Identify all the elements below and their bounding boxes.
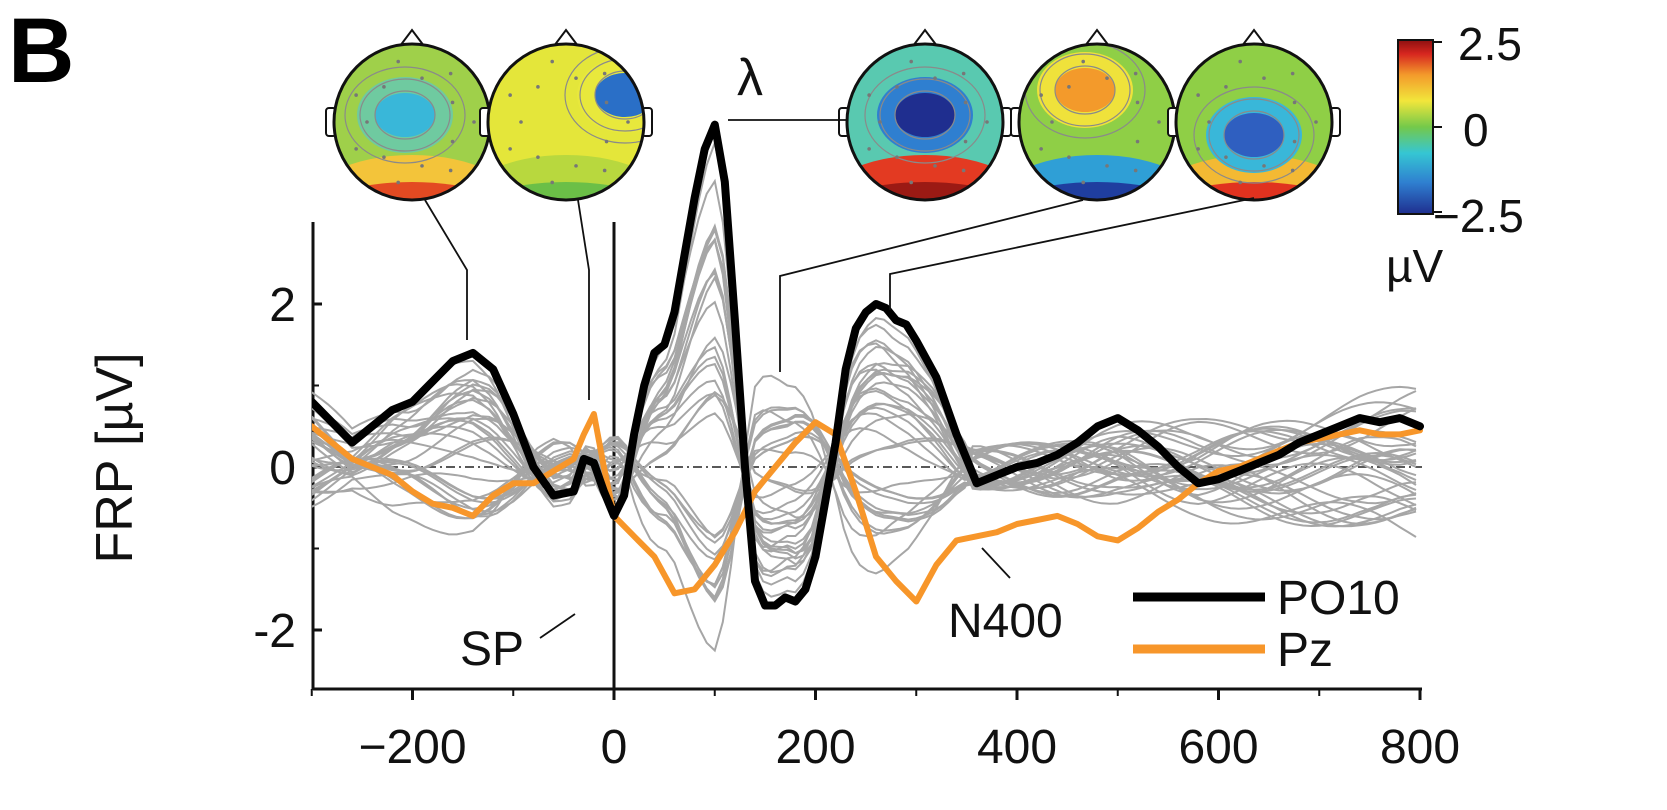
gray-trace <box>312 178 1417 598</box>
head-outline <box>486 42 646 202</box>
gray-trace <box>312 223 1417 553</box>
gray-trace <box>312 393 1417 495</box>
colorbar: 2.5 0 −2.5 µV <box>1386 18 1524 292</box>
series-line-pz <box>312 411 1423 605</box>
leader-topomap-2 <box>577 199 590 400</box>
series-line-po10 <box>312 120 1424 610</box>
axes <box>311 222 1422 691</box>
gray-trace <box>312 225 1417 566</box>
nose-shape <box>912 28 938 47</box>
annotation-leaders <box>424 119 1255 639</box>
annotation-n400: N400 <box>948 595 1063 648</box>
topomap-3 <box>838 28 1012 202</box>
legend-label-pz: Pz <box>1277 624 1333 677</box>
legend: PO10 Pz <box>1133 572 1400 677</box>
topomap-1 <box>325 28 499 202</box>
gray-trace <box>312 407 1417 603</box>
gray-trace <box>312 345 1417 534</box>
annotation-lambda: λ <box>737 49 763 107</box>
y-tick-label: -2 <box>253 605 296 658</box>
leader-topomap-1 <box>424 199 468 340</box>
background-electrode-traces <box>312 139 1417 653</box>
x-tick-label: 400 <box>977 721 1057 774</box>
gray-trace <box>312 238 1417 578</box>
y-ticks: 2 0 -2 <box>253 279 322 658</box>
leader-topomap-4 <box>779 199 1084 372</box>
head-outline <box>845 42 1005 202</box>
nose-shape <box>1084 28 1110 47</box>
topomap-4 <box>1010 28 1184 202</box>
colorbar-unit: µV <box>1386 240 1444 292</box>
gray-trace <box>312 385 1417 515</box>
panel-letter: B <box>8 0 74 102</box>
x-tick-label: 800 <box>1380 721 1460 774</box>
x-tick-label: 200 <box>775 721 855 774</box>
topomap-field <box>488 44 644 200</box>
nose-shape <box>1241 28 1267 47</box>
topomap-2 <box>479 28 653 202</box>
leader-topomap-5 <box>889 197 1255 310</box>
x-ticks: −200 0 200 400 600 800 <box>310 689 1460 774</box>
gray-trace <box>312 407 1417 539</box>
y-tick-label: 0 <box>269 442 296 495</box>
colorbar-mid-label: 0 <box>1463 104 1489 156</box>
topomap-5 <box>1167 28 1341 202</box>
legend-label-po10: PO10 <box>1277 572 1400 625</box>
annotation-sp: SP <box>460 623 524 676</box>
gray-trace <box>312 355 1417 525</box>
topomap-field <box>334 44 490 200</box>
gray-trace <box>312 237 1417 574</box>
head-outline <box>1174 42 1334 202</box>
topomaps <box>325 28 1341 202</box>
leader-n400 <box>981 547 1011 579</box>
y-tick-label: 2 <box>269 279 296 332</box>
colorbar-gradient <box>1397 39 1434 215</box>
x-tick-label: 600 <box>1178 721 1258 774</box>
gray-trace <box>312 266 1417 549</box>
x-tick-label: 0 <box>601 721 628 774</box>
nose-shape <box>399 28 425 47</box>
gray-trace <box>312 412 1417 510</box>
nose-shape <box>553 28 579 47</box>
gray-trace <box>312 275 1417 532</box>
y-axis-label: FRP [µV] <box>86 352 144 563</box>
topomap-field <box>847 44 1003 200</box>
colorbar-max-label: 2.5 <box>1458 18 1522 70</box>
x-tick-label: −200 <box>358 721 466 774</box>
topomap-field <box>1176 44 1332 200</box>
leader-sp <box>539 613 576 639</box>
colorbar-min-label: −2.5 <box>1433 190 1524 242</box>
series-layer <box>312 120 1424 610</box>
